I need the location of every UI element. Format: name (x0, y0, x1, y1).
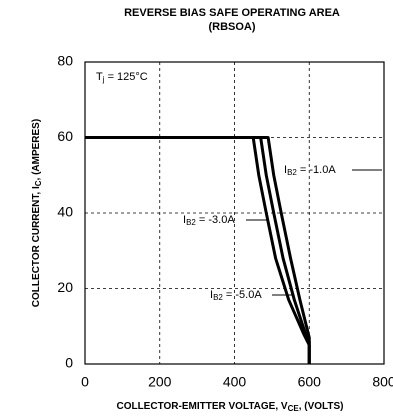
y-axis-label: COLLECTOR CURRENT, IC, (AMPERES) (31, 119, 43, 307)
series-label-text: I (284, 164, 287, 176)
x-tick-label: 800 (372, 374, 393, 390)
y-tick-label: 80 (57, 53, 73, 69)
x-label-sub: CE (288, 404, 300, 413)
series-line (85, 136, 311, 364)
series-label-text: = -1.0A (297, 164, 336, 176)
y-tick-label: 0 (65, 355, 73, 371)
x-axis-label: COLLECTOR-EMITTER VOLTAGE, VCE, (VOLTS) (116, 401, 343, 413)
y-label-text: , (AMPERES) (31, 119, 42, 181)
x-tick-label: 600 (298, 374, 322, 390)
x-tick-label: 0 (81, 374, 89, 390)
annotation-text: = 125°C (105, 71, 148, 83)
series-label-text: I (210, 289, 213, 301)
series-line (85, 136, 311, 364)
y-label-sub: C (34, 180, 43, 186)
series-label-sub: B2 (213, 293, 223, 302)
series-line (85, 136, 311, 364)
y-tick-label: 40 (57, 204, 73, 220)
x-tick-label: 200 (148, 374, 172, 390)
annotation: Tj = 125°C (96, 71, 148, 84)
x-label-text: COLLECTOR-EMITTER VOLTAGE, V (116, 401, 287, 412)
series-label: IB2 = -5.0A (210, 289, 262, 302)
series-label-sub: B2 (287, 168, 297, 177)
plot-frame (84, 61, 385, 365)
y-tick-label: 20 (57, 279, 73, 295)
series-label-text: = -5.0A (223, 289, 262, 301)
chart-subtitle: (RBSOA) (208, 21, 255, 33)
series-label-text: I (183, 214, 186, 226)
x-label-text: , (VOLTS) (299, 401, 344, 412)
series-label-text: = -3.0A (196, 214, 235, 226)
series-label: IB2 = -3.0A (183, 214, 235, 227)
annotation-sub: j (102, 75, 105, 84)
annotation-text: T (96, 71, 103, 83)
chart-title: REVERSE BIAS SAFE OPERATING AREA (124, 7, 340, 19)
series-label-sub: B2 (186, 218, 196, 227)
y-label-text: COLLECTOR CURRENT, I (31, 186, 42, 307)
x-tick-label: 400 (223, 374, 247, 390)
y-tick-label: 60 (57, 128, 73, 144)
series-label: IB2 = -1.0A (284, 164, 336, 177)
